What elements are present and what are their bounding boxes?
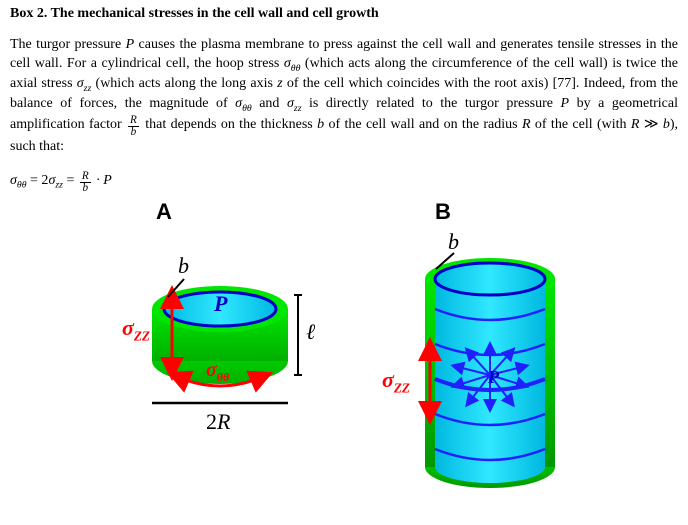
label-sigma-zz-A: σZZ xyxy=(122,315,150,344)
label-ell: ℓ xyxy=(306,319,315,345)
box-title: Box 2. The mechanical stresses in the ce… xyxy=(10,6,678,22)
label-sigma-thth-A: σθθ xyxy=(206,359,229,385)
sym-P: P xyxy=(561,96,570,111)
text: of the cell wall and on the radius xyxy=(324,117,522,132)
equation: σθθ = 2σzz = Rb · P xyxy=(10,171,678,194)
figure-svg xyxy=(10,199,678,519)
text: = 2 xyxy=(27,173,49,188)
sym-b: b xyxy=(663,117,670,132)
text: is directly related to the turgor pressu… xyxy=(302,96,561,111)
text: that depends on the thickness xyxy=(141,117,317,132)
label-2R: 2R xyxy=(206,409,230,435)
sub-thth: θθ xyxy=(17,180,27,191)
fraction-R-over-b: Rb xyxy=(128,115,139,138)
text: (which acts along the long axis xyxy=(91,76,277,91)
text: = xyxy=(63,173,78,188)
text: of the cell (with xyxy=(531,117,631,132)
label-sigma-zz-B: σZZ xyxy=(382,367,410,396)
label-b-A: b xyxy=(178,253,189,279)
text: ≫ xyxy=(639,117,662,132)
frac-den: b xyxy=(128,127,139,138)
sym-sigma: σ xyxy=(287,96,294,111)
text: The turgor pressure xyxy=(10,37,126,52)
sym-sigma: σ xyxy=(10,173,17,188)
frac-den: b xyxy=(80,183,91,194)
sub-zz: zz xyxy=(294,103,302,114)
sym-R: R xyxy=(522,117,531,132)
label-b-B: b xyxy=(448,229,459,255)
sym-sigma: σ xyxy=(284,56,291,71)
text: and xyxy=(252,96,287,111)
figure-box2: A B xyxy=(10,199,678,519)
text: · P xyxy=(93,173,112,188)
sub-thth: θθ xyxy=(291,63,301,74)
sub-thth: θθ xyxy=(242,103,252,114)
label-P-A: P xyxy=(214,291,227,317)
sub-zz: zz xyxy=(55,180,63,191)
sym-P: P xyxy=(126,37,135,52)
label-P-B: P xyxy=(488,367,499,388)
box-paragraph: The turgor pressure P causes the plasma … xyxy=(10,36,678,157)
sym-sigma: σ xyxy=(77,76,84,91)
fraction-R-over-b: Rb xyxy=(80,171,91,194)
